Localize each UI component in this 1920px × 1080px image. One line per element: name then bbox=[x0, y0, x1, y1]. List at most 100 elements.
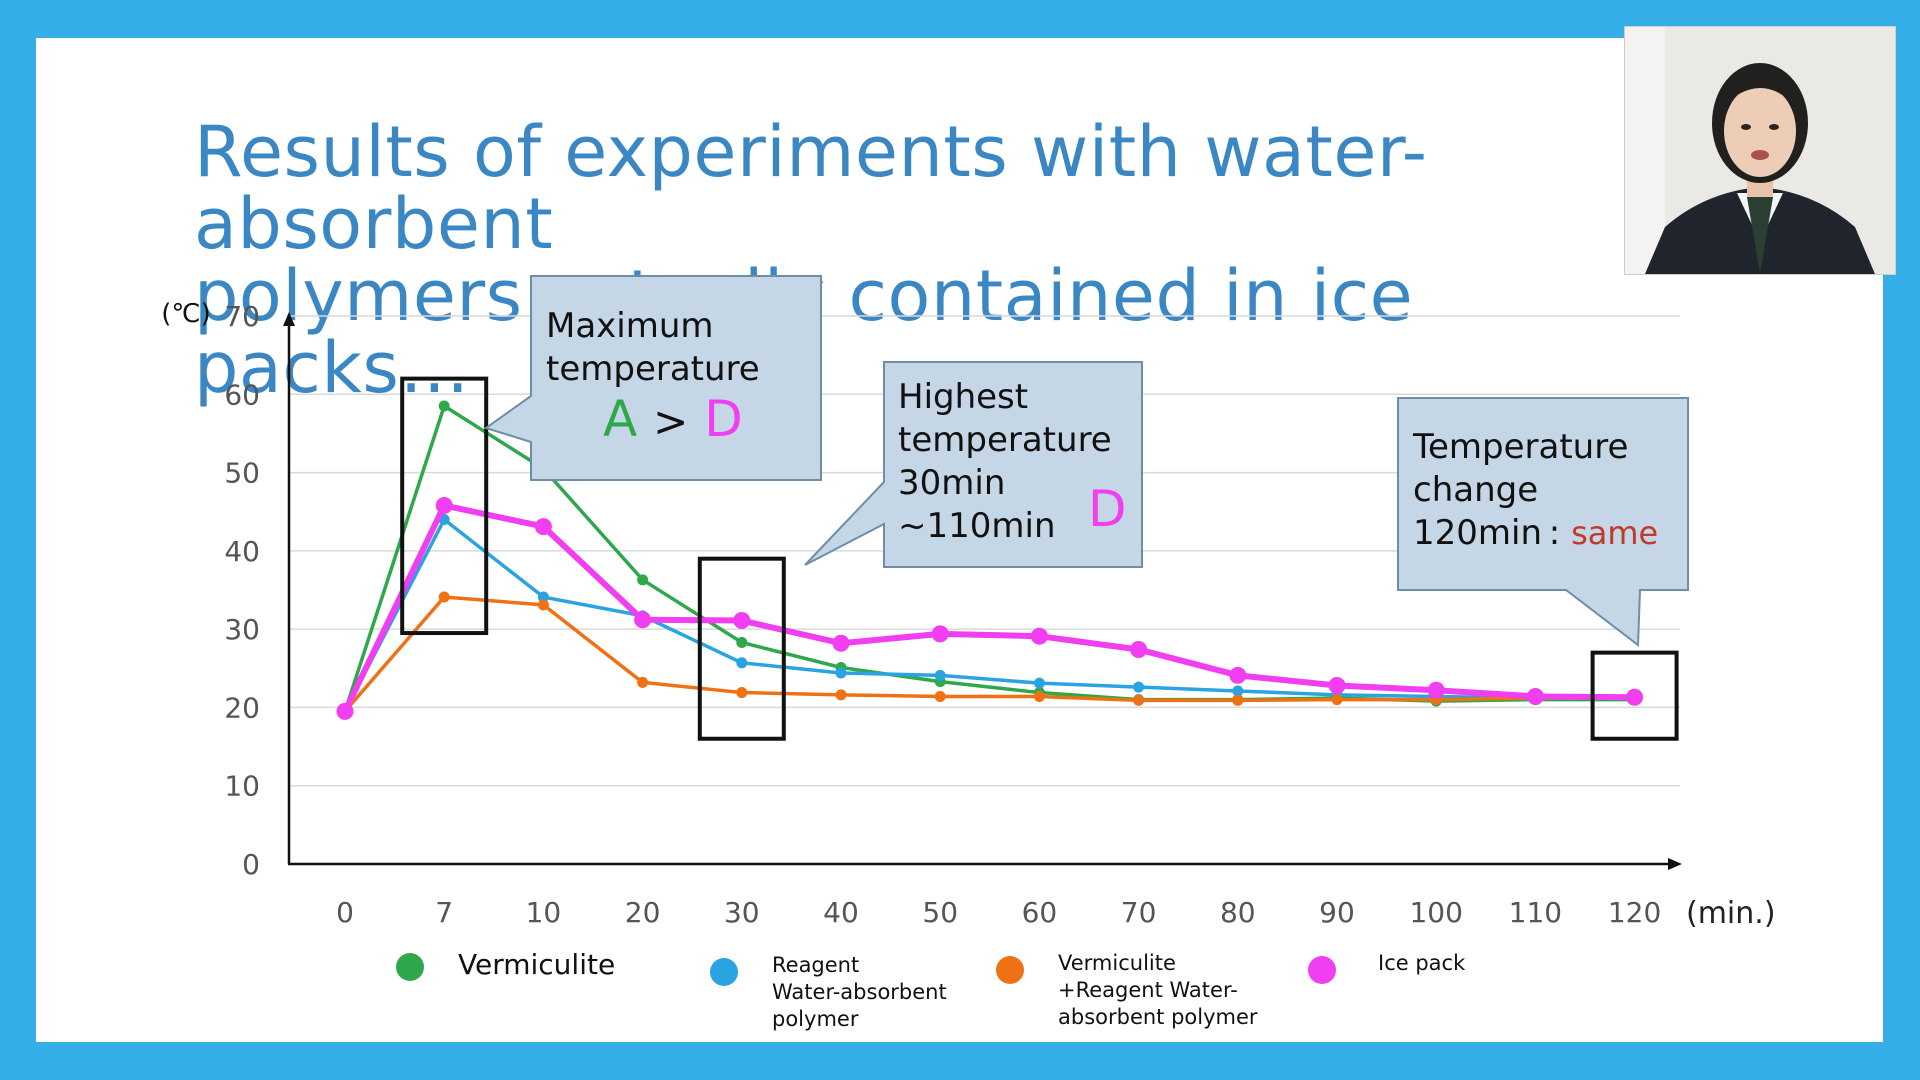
legend-label-line: Reagent bbox=[772, 953, 860, 977]
callout-change-line2: change bbox=[1413, 470, 1539, 510]
x-tick-label: 90 bbox=[1319, 896, 1355, 929]
slide-title: Results of experiments with water-absorb… bbox=[194, 116, 1634, 404]
legend-label-mix: Vermiculite +Reagent Water- absorbent po… bbox=[1058, 950, 1258, 1031]
callout-change-same: same bbox=[1571, 514, 1659, 552]
data-point-icepack bbox=[832, 634, 850, 652]
presenter-avatar-icon bbox=[1625, 27, 1895, 274]
callout-max-gt: > bbox=[653, 397, 689, 446]
data-point-reagent bbox=[1033, 677, 1045, 689]
title-line-2: polymers actually contained in ice packs… bbox=[194, 255, 1414, 409]
data-point-mix bbox=[835, 689, 847, 701]
y-tick-label: 50 bbox=[224, 457, 260, 490]
data-point-icepack bbox=[733, 612, 751, 630]
callout-highest-line2: temperature bbox=[898, 420, 1112, 460]
data-point-icepack bbox=[1130, 640, 1148, 658]
series-line-mix bbox=[343, 595, 1635, 713]
legend-label-line: Water-absorbent bbox=[772, 980, 947, 1004]
chart-series bbox=[336, 400, 1644, 720]
data-point-icepack bbox=[1626, 688, 1644, 706]
legend-label-line: +Reagent Water- bbox=[1058, 978, 1238, 1002]
callout-temperature-change-text: Temperature change 120min : same bbox=[1413, 426, 1658, 555]
data-point-icepack bbox=[1526, 687, 1544, 705]
legend-marker-vermiculite bbox=[396, 953, 424, 981]
legend-label-line: polymer bbox=[772, 1007, 859, 1031]
x-tick-label: 80 bbox=[1220, 896, 1256, 929]
legend-item-icepack: Ice pack bbox=[1308, 950, 1465, 984]
data-point-icepack bbox=[1427, 681, 1445, 699]
data-point-vermiculite bbox=[637, 574, 649, 586]
data-point-icepack bbox=[1328, 677, 1346, 695]
callout-highest-temperature bbox=[804, 361, 1143, 568]
legend-label-line: Ice pack bbox=[1378, 951, 1466, 975]
highlight-box bbox=[697, 556, 786, 741]
x-tick-label: 120 bbox=[1608, 896, 1661, 929]
data-point-mix bbox=[1232, 694, 1244, 706]
y-tick-label: 70 bbox=[224, 300, 260, 333]
x-tick-label: 110 bbox=[1509, 896, 1562, 929]
x-tick-label: 20 bbox=[625, 896, 661, 929]
x-tick-label: 70 bbox=[1121, 896, 1157, 929]
legend-marker-mix bbox=[996, 956, 1024, 984]
callout-highest-d: D bbox=[1088, 480, 1127, 538]
x-axis-unit-label: (min.) bbox=[1686, 896, 1776, 931]
legend-item-vermiculite: Vermiculite bbox=[396, 947, 615, 983]
legend-label-line: Vermiculite bbox=[458, 948, 616, 981]
x-tick-label: 0 bbox=[336, 896, 354, 929]
series-icepack bbox=[336, 496, 1644, 720]
legend-label-vermiculite: Vermiculite bbox=[458, 947, 615, 983]
legend-label-line: absorbent polymer bbox=[1058, 1005, 1258, 1029]
legend-marker-reagent bbox=[710, 958, 738, 986]
data-point-icepack bbox=[534, 518, 552, 536]
callout-maximum-temperature-text: Maximum temperature A > D bbox=[546, 305, 760, 450]
data-point-mix bbox=[934, 690, 946, 702]
data-point-mix bbox=[537, 599, 549, 611]
highlight-boxes bbox=[400, 376, 1679, 741]
highlight-box bbox=[400, 376, 489, 636]
data-point-icepack bbox=[931, 625, 949, 643]
data-point-icepack bbox=[1229, 666, 1247, 684]
data-point-vermiculite bbox=[438, 400, 450, 412]
x-tick-label: 30 bbox=[724, 896, 760, 929]
presenter-webcam bbox=[1624, 26, 1896, 275]
data-point-reagent bbox=[1133, 681, 1145, 693]
x-tick-label: 10 bbox=[526, 896, 562, 929]
x-tick-label: 100 bbox=[1409, 896, 1462, 929]
data-point-mix bbox=[736, 687, 748, 699]
data-point-mix bbox=[1033, 690, 1045, 702]
callout-max-line2: temperature bbox=[546, 349, 760, 389]
callout-highest-line4: ~110min bbox=[898, 506, 1056, 546]
callout-temperature-change bbox=[1397, 397, 1689, 647]
data-point-icepack bbox=[634, 611, 652, 629]
legend-label-reagent: Reagent Water-absorbent polymer bbox=[772, 952, 947, 1033]
data-point-icepack bbox=[1030, 627, 1048, 645]
x-tick-label: 7 bbox=[435, 896, 453, 929]
y-axis-arrow bbox=[283, 312, 295, 326]
x-axis-arrow bbox=[1668, 858, 1682, 870]
x-tick-label: 50 bbox=[922, 896, 958, 929]
data-point-icepack bbox=[336, 702, 354, 720]
data-point-reagent bbox=[537, 591, 549, 603]
y-axis-unit-label: (℃) bbox=[161, 299, 211, 329]
data-point-mix bbox=[1133, 694, 1145, 706]
data-point-reagent bbox=[1232, 685, 1244, 697]
y-tick-label: 20 bbox=[224, 691, 260, 724]
data-point-vermiculite bbox=[736, 636, 748, 648]
data-point-reagent bbox=[736, 657, 748, 669]
callout-change-line3: 120min : bbox=[1413, 513, 1561, 553]
chart-ticks: 0 10 20 30 40 50 60 70 0 7 10 20 30 40 50 60 70 80 90 100 11… bbox=[224, 300, 1661, 929]
series-line-reagent bbox=[343, 517, 1635, 713]
legend-label-line: Vermiculite bbox=[1058, 951, 1176, 975]
y-tick-label: 30 bbox=[224, 613, 260, 646]
data-point-mix bbox=[637, 676, 649, 688]
legend-label-icepack: Ice pack bbox=[1378, 950, 1465, 977]
data-point-reagent bbox=[835, 667, 847, 679]
y-tick-label: 40 bbox=[224, 535, 260, 568]
y-tick-label: 10 bbox=[224, 770, 260, 803]
callout-highest-temperature-text: Highest temperature 30min ~110min bbox=[898, 376, 1112, 548]
data-point-reagent bbox=[934, 669, 946, 681]
legend-item-mix: Vermiculite +Reagent Water- absorbent po… bbox=[996, 950, 1258, 1031]
highlight-box bbox=[1590, 650, 1679, 741]
legend-item-reagent: Reagent Water-absorbent polymer bbox=[710, 952, 947, 1033]
callout-max-d: D bbox=[704, 390, 743, 448]
